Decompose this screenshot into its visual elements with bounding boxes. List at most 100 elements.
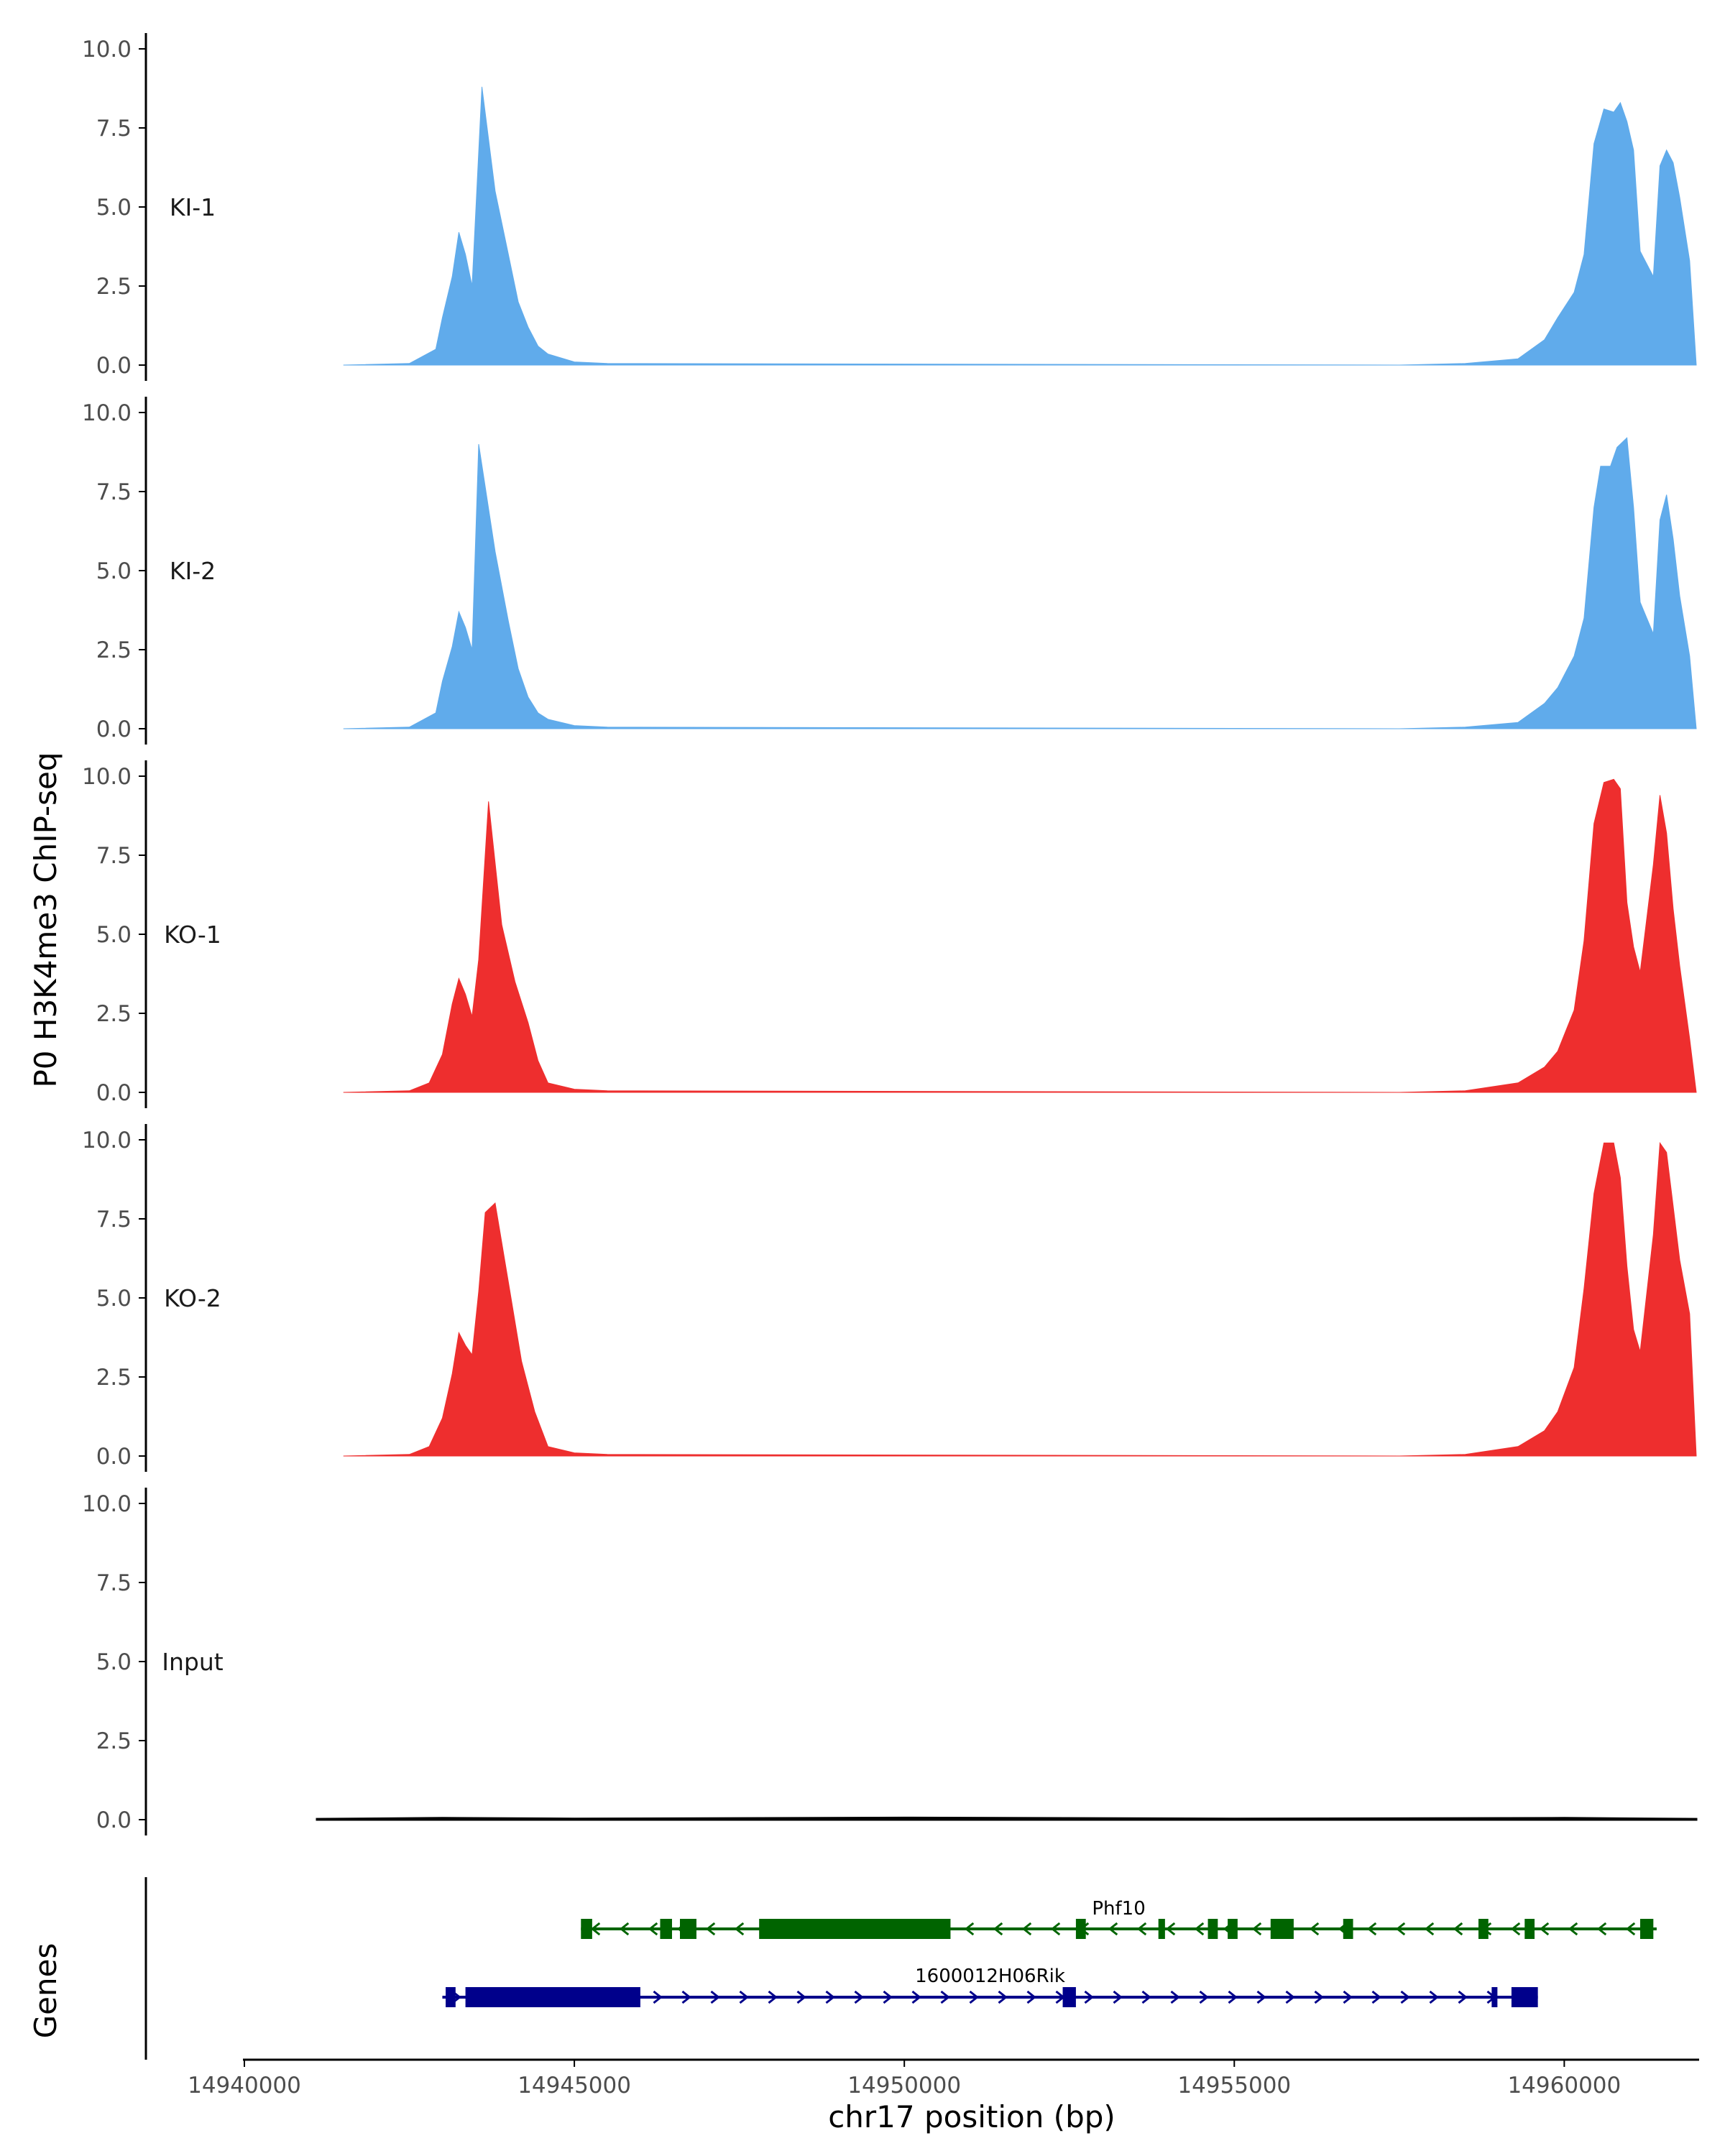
exon <box>1270 1919 1294 1939</box>
signal-area-ki-2 <box>343 437 1697 729</box>
exon <box>1158 1919 1165 1939</box>
exon <box>446 1987 456 2007</box>
strand-arrow <box>619 1922 630 1936</box>
strand-arrow <box>1458 1990 1468 2004</box>
strand-arrow <box>1395 1922 1406 1936</box>
strand-arrow <box>734 1922 745 1936</box>
genes-axis-title: Genes <box>28 1943 63 2039</box>
strand-arrow <box>710 1990 720 2004</box>
y-tick-label: 7.5 <box>96 1207 132 1233</box>
y-tick-label: 10.0 <box>82 764 132 790</box>
track-label-ko-1: KO-1 <box>164 921 221 949</box>
gene-label-1600012h06rik: 1600012H06Rik <box>915 1966 1065 1987</box>
strand-arrow <box>681 1990 691 2004</box>
track-ki-2: 0.0 2.5 5.0 7.5 10.0 KI-2 <box>82 397 1697 745</box>
y-tick-label: 2.5 <box>96 1365 132 1391</box>
strand-arrow <box>1251 1922 1262 1936</box>
signal-area-input <box>316 1816 1698 1821</box>
y-tick-label: 2.5 <box>96 274 132 300</box>
exon <box>1075 1919 1086 1939</box>
y-tick-label: 7.5 <box>96 1570 132 1596</box>
y-tick-label: 7.5 <box>96 843 132 869</box>
x-tick-label: 14955000 <box>1177 2073 1291 2099</box>
strand-arrow <box>940 1990 950 2004</box>
strand-arrow <box>993 1922 1003 1936</box>
exon <box>1524 1919 1535 1939</box>
x-axis: 14940000 14945000 14950000 14955000 14960000 <box>188 2058 1699 2099</box>
exon <box>1639 1919 1654 1939</box>
strand-arrow <box>1371 1990 1381 2004</box>
strand-arrow <box>1199 1990 1209 2004</box>
strand-arrow <box>1165 1922 1176 1936</box>
strand-arrow <box>1170 1990 1180 2004</box>
track-label-input: Input <box>162 1648 224 1676</box>
y-tick-label: 5.0 <box>96 558 132 584</box>
strand-arrow <box>1453 1922 1463 1936</box>
y-tick-label: 10.0 <box>82 400 132 426</box>
y-tick-label: 2.5 <box>96 637 132 663</box>
strand-arrow <box>653 1990 663 2004</box>
exon <box>759 1919 951 1939</box>
strand-arrow <box>1256 1990 1266 2004</box>
y-tick-label: 7.5 <box>96 116 132 142</box>
exon <box>660 1919 672 1939</box>
track-label-ki-1: KI-1 <box>170 193 216 221</box>
signal-area-ko-2 <box>343 1141 1697 1457</box>
strand-arrow <box>768 1990 778 2004</box>
strand-arrow <box>1400 1990 1410 2004</box>
strand-arrow <box>1429 1990 1439 2004</box>
strand-arrow <box>1366 1922 1377 1936</box>
strand-arrow <box>1108 1922 1118 1936</box>
track-input: 0.0 2.5 5.0 7.5 10.0 Input <box>82 1488 1698 1835</box>
strand-arrow <box>883 1990 893 2004</box>
signal-area-ki-1 <box>343 86 1697 366</box>
x-tick-label: 14960000 <box>1507 2073 1621 2099</box>
exon <box>680 1919 696 1939</box>
y-tick-label: 10.0 <box>82 1491 132 1517</box>
exon <box>465 1987 640 2007</box>
strand-arrow <box>1568 1922 1578 1936</box>
strand-arrow <box>1026 1990 1036 2004</box>
y-tick-label: 5.0 <box>96 1649 132 1675</box>
track-ki-1: 0.0 2.5 5.0 7.5 10.0 KI-1 <box>82 33 1697 381</box>
strand-arrow <box>590 1922 601 1936</box>
gene-annotation-panel: Phf10 1600012H06Rik <box>144 1877 1657 2060</box>
y-tick-label: 0.0 <box>96 353 132 379</box>
strand-arrow <box>1228 1990 1238 2004</box>
signal-tracks: 0.0 2.5 5.0 7.5 10.0 KI-1 0.0 2.5 5.0 7.5 10.0 KI-2… <box>82 33 1698 1835</box>
strand-arrow <box>964 1922 975 1936</box>
y-tick-label: 2.5 <box>96 1001 132 1027</box>
y-tick-label: 7.5 <box>96 479 132 505</box>
track-label-ko-2: KO-2 <box>164 1284 221 1312</box>
strand-arrow <box>1343 1990 1353 2004</box>
x-tick-label: 14945000 <box>518 2073 631 2099</box>
exon <box>1491 1987 1498 2007</box>
strand-arrow <box>1136 1922 1147 1936</box>
y-axis-title: P0 H3K4me3 ChIP-seq <box>28 752 63 1087</box>
y-tick-label: 0.0 <box>96 1807 132 1833</box>
strand-arrow <box>1625 1922 1636 1936</box>
strand-arrow <box>1194 1922 1205 1936</box>
strand-arrow <box>911 1990 921 2004</box>
strand-arrow <box>825 1990 835 2004</box>
strand-arrow <box>739 1990 749 2004</box>
x-tick-label: 14940000 <box>188 2073 301 2099</box>
exon <box>1208 1919 1218 1939</box>
strand-arrow <box>1314 1990 1324 2004</box>
strand-arrow <box>1539 1922 1550 1936</box>
track-ko-1: 0.0 2.5 5.0 7.5 10.0 KO-1 <box>82 760 1697 1108</box>
strand-arrow <box>1113 1990 1123 2004</box>
y-tick-label: 0.0 <box>96 1444 132 1470</box>
y-tick-label: 2.5 <box>96 1728 132 1754</box>
gene-1600012h06rik: 1600012H06Rik <box>442 1966 1538 2007</box>
strand-arrow <box>1021 1922 1032 1936</box>
gene-phf10: Phf10 <box>581 1898 1657 1939</box>
strand-arrow <box>1424 1922 1435 1936</box>
strand-arrow <box>1510 1922 1521 1936</box>
strand-arrow <box>705 1922 716 1936</box>
y-tick-label: 0.0 <box>96 1080 132 1106</box>
x-tick-label: 14950000 <box>847 2073 961 2099</box>
strand-arrow <box>648 1922 658 1936</box>
strand-arrow <box>1084 1990 1094 2004</box>
